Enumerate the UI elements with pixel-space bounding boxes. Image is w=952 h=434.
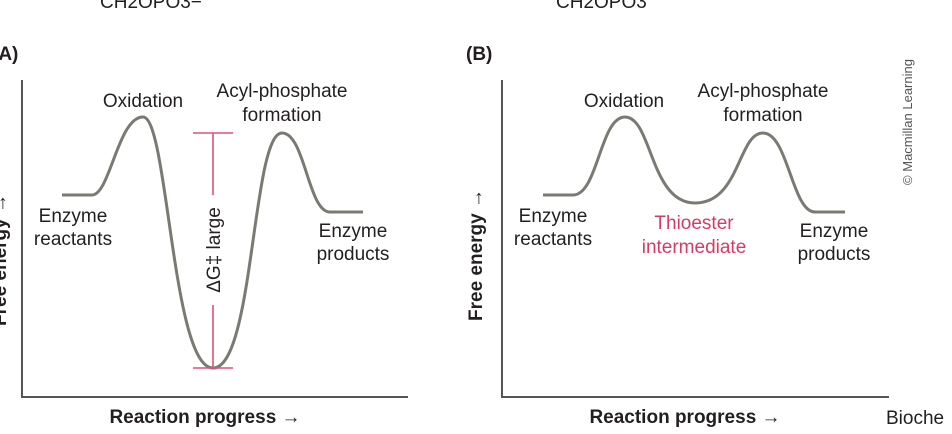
panel-b-acyl-label-1: Acyl-phosphate [698,81,829,102]
panel-a-axes [21,80,408,398]
delta-g-barrier-bar [193,132,233,369]
caption-fragment: Bioche [886,408,944,429]
panel-b-products-label-1: Enzyme [800,221,869,242]
panel-b-products-label-2: products [798,244,871,265]
panel-b-x-axis-label: Reaction progress → [589,407,780,428]
panel-a-y-axis-label: Free energy → [0,194,11,326]
panel-b-label: (B) [466,44,492,65]
panel-b-oxidation-label: Oxidation [584,91,664,112]
panel-b-axes [501,80,889,398]
delta-g-large-label: ΔG‡ large [204,207,225,293]
panel-a-acyl-label-1: Acyl-phosphate [217,81,348,102]
formula-right: CH2OPO3 [556,0,647,13]
panel-a-reactants-label-1: Enzyme [39,206,108,227]
panel-a-x-axis-label: Reaction progress → [109,407,300,428]
panel-a-label: (A) [0,44,18,65]
panel-b: (B) Free energy → Oxidation Acyl-phospha… [466,44,889,428]
panel-a-acyl-label-2: formation [242,105,321,126]
panel-b-acyl-label-2: formation [723,105,802,126]
thioester-intermediate-label-1: Thioester [654,213,734,234]
panel-b-reactants-label-1: Enzyme [519,206,588,227]
copyright-notice: © Macmillan Learning [900,59,915,185]
panel-b-y-axis-label: Free energy → [466,189,487,321]
formula-left: CH2OPO3− [100,0,202,13]
panel-a-reactants-label-2: reactants [34,229,112,250]
panel-a-products-label-1: Enzyme [319,221,388,242]
panel-b-energy-curve [543,115,845,214]
panel-a-oxidation-label: Oxidation [103,91,183,112]
panel-a: (A) Free energy → ΔG‡ large Oxidation Ac… [0,44,408,428]
panel-a-products-label-2: products [317,244,390,265]
panel-b-reactants-label-2: reactants [514,229,592,250]
thioester-intermediate-label-2: intermediate [642,237,747,258]
